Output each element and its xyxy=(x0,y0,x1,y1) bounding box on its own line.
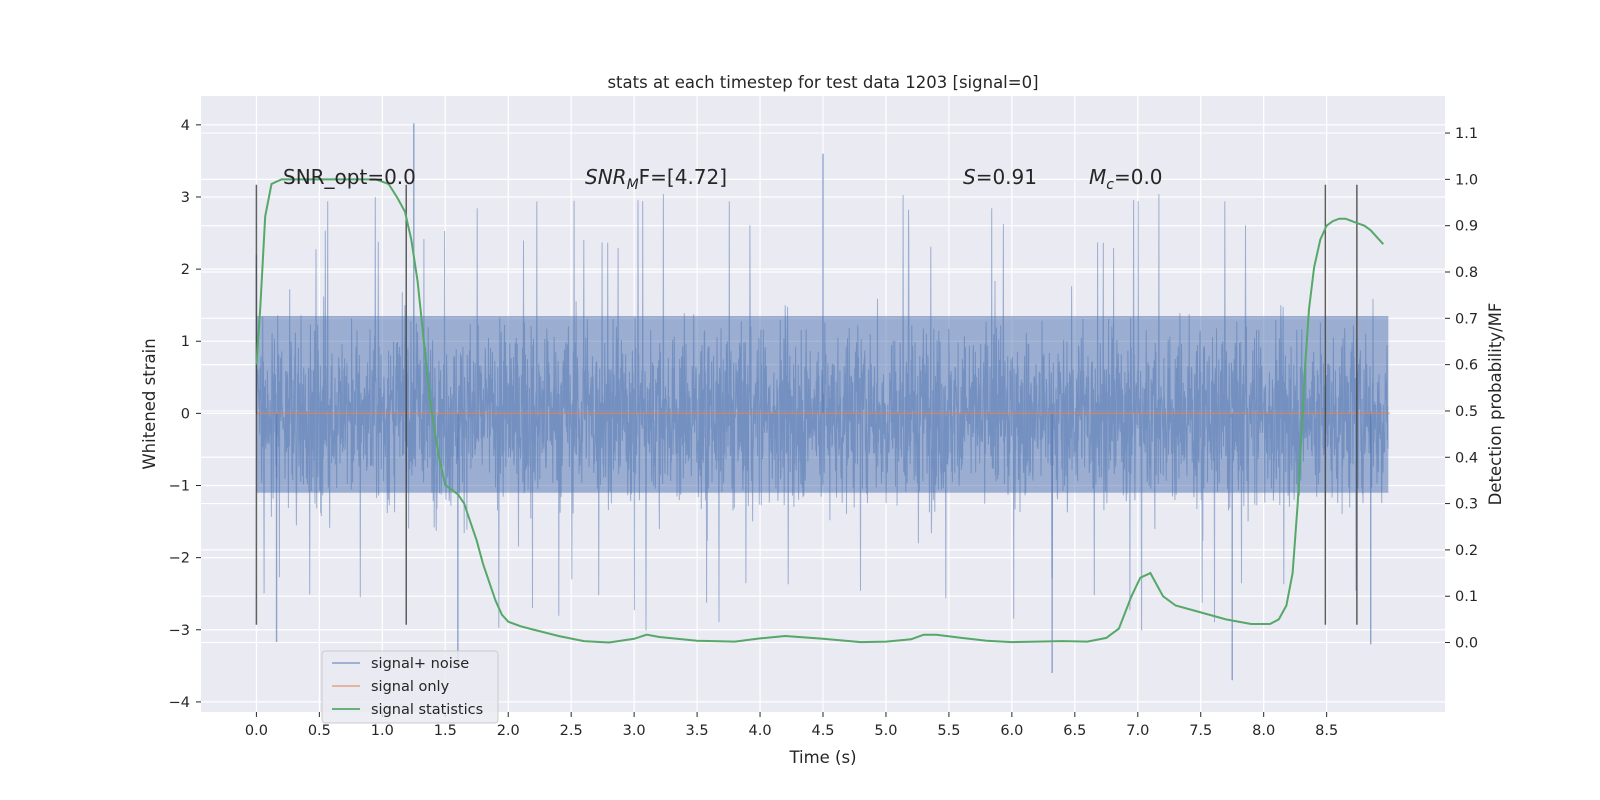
x-tick-label: 0.0 xyxy=(245,723,268,739)
x-tick-label: 5.0 xyxy=(874,723,897,739)
y-tick-label: 1 xyxy=(181,334,190,350)
annotation-snr-opt: SNR_opt=0.0 xyxy=(283,165,416,189)
x-tick-label: 7.5 xyxy=(1189,723,1212,739)
x-tick-label: 2.0 xyxy=(497,723,520,739)
x-tick-label: 1.0 xyxy=(371,723,394,739)
x-tick-label: 1.5 xyxy=(434,723,457,739)
legend: signal+ noise signal only signal statist… xyxy=(321,650,499,724)
y2-tick-label: 0.9 xyxy=(1455,219,1478,235)
legend-label-statistics: signal statistics xyxy=(371,702,483,718)
y-tick-label: 4 xyxy=(181,118,190,134)
annotation-snr-mf: SNRMF=[4.72] xyxy=(585,165,727,193)
y-tick-label: −4 xyxy=(169,695,190,711)
x-tick-label: 4.0 xyxy=(749,723,772,739)
y2-tick-label: 0.6 xyxy=(1455,358,1478,374)
x-tick-label: 6.5 xyxy=(1063,723,1086,739)
x-tick-label: 5.5 xyxy=(937,723,960,739)
y2-tick-label: 0.0 xyxy=(1455,636,1478,652)
y2-tick-label: 0.5 xyxy=(1455,404,1478,420)
vertical-lines xyxy=(255,184,1358,625)
x-tick-label: 0.5 xyxy=(308,723,331,739)
y-tick-label: 2 xyxy=(181,262,190,278)
noise-series xyxy=(255,123,1389,681)
x-tick-label: 8.5 xyxy=(1315,723,1338,739)
y-axis-ticks: 4 3 2 1 0 −1 −2 −3 −4 xyxy=(169,118,201,711)
y2-axis-label: Detection probability/MF xyxy=(1486,303,1505,506)
chart-title: stats at each timestep for test data 120… xyxy=(607,73,1038,92)
annotation-s: S=0.91 xyxy=(963,165,1037,189)
legend-box xyxy=(321,650,499,724)
statistics-line xyxy=(255,178,1385,644)
y-axis-label: Whitened strain xyxy=(140,338,159,469)
x-axis-ticks: 0.0 0.5 1.0 1.5 2.0 2.5 3.0 3.5 4.0 4.5 5.0 5.5 6.0 6… xyxy=(245,712,1338,739)
y2-tick-label: 1.0 xyxy=(1455,172,1478,188)
y-tick-label: −1 xyxy=(169,479,190,495)
y-tick-label: −2 xyxy=(169,551,190,567)
legend-label-signal: signal only xyxy=(371,679,450,695)
y2-tick-label: 0.2 xyxy=(1455,543,1478,559)
x-tick-label: 2.5 xyxy=(560,723,583,739)
y2-tick-label: 0.4 xyxy=(1455,450,1478,466)
statistics-series xyxy=(255,178,1385,644)
x-tick-label: 7.0 xyxy=(1126,723,1149,739)
x-axis-label: Time (s) xyxy=(788,748,856,767)
x-tick-label: 8.0 xyxy=(1252,723,1275,739)
y2-tick-label: 0.8 xyxy=(1455,265,1478,281)
y2-tick-label: 1.1 xyxy=(1455,126,1478,142)
y2-tick-label: 0.1 xyxy=(1455,589,1478,605)
y2-tick-label: 0.7 xyxy=(1455,311,1478,327)
y-tick-label: 3 xyxy=(181,190,190,206)
legend-label-noise: signal+ noise xyxy=(371,656,469,672)
y2-tick-label: 0.3 xyxy=(1455,497,1478,513)
x-tick-label: 6.0 xyxy=(1000,723,1023,739)
y-tick-label: −3 xyxy=(169,623,190,639)
annotation-mc: Mc=0.0 xyxy=(1089,165,1163,193)
y2-axis-ticks: 1.1 1.0 0.9 0.8 0.7 0.6 0.5 0.4 0.3 0.2 0.1 0.0 xyxy=(1445,126,1478,652)
y-tick-label: 0 xyxy=(181,406,190,422)
x-tick-label: 3.5 xyxy=(686,723,709,739)
x-tick-label: 3.0 xyxy=(623,723,646,739)
x-tick-label: 4.5 xyxy=(811,723,834,739)
